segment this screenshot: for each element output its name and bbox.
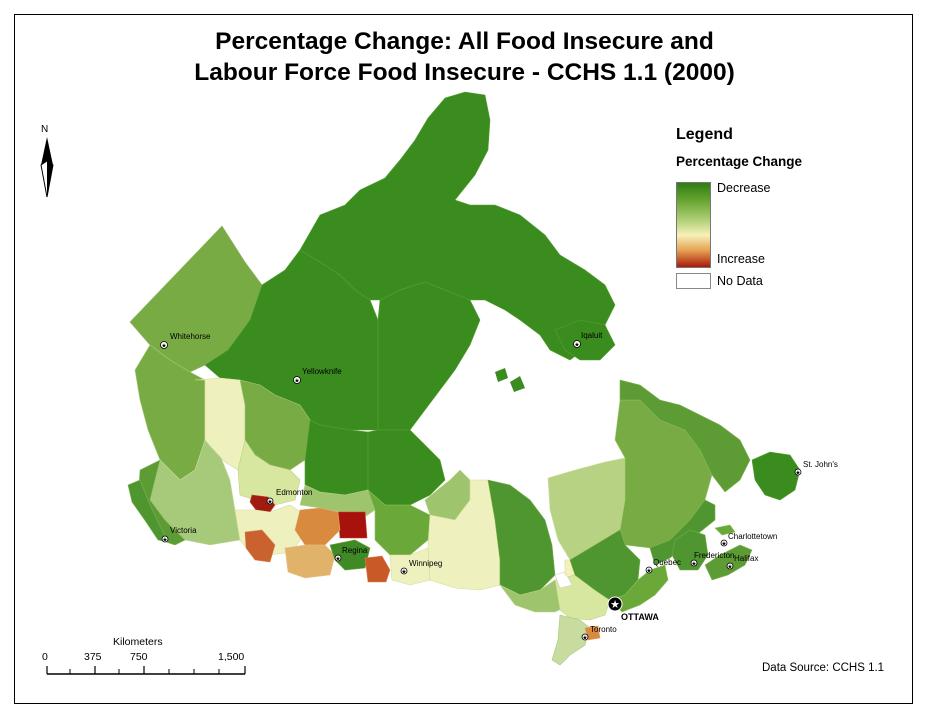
region-labrador <box>619 379 751 493</box>
svg-text:★: ★ <box>335 556 340 563</box>
svg-text:★: ★ <box>691 561 696 568</box>
city-label-yellowknife: Yellowknife <box>302 367 342 376</box>
region-quebec-south <box>609 564 669 613</box>
legend-nodata-swatch <box>676 273 711 289</box>
region-ontario-north <box>487 479 556 596</box>
region-arctic-islands <box>299 91 616 361</box>
region-alberta-central <box>237 439 301 506</box>
svg-text:★: ★ <box>574 342 579 349</box>
scale-tick-label-375: 375 <box>84 651 102 663</box>
svg-text:★: ★ <box>161 343 166 350</box>
city-marker-charlottetown: ★ Charlottetown <box>720 532 777 548</box>
svg-text:★: ★ <box>401 569 406 576</box>
city-marker-iqaluit: ★ Iqaluit <box>573 331 603 349</box>
city-label-ottawa: OTTAWA <box>621 612 659 622</box>
region-hudson-islands <box>510 376 525 392</box>
region-quebec-east <box>649 499 716 566</box>
scale-bar-unit: Kilometers <box>113 636 163 648</box>
city-marker-halifax: ★ Halifax <box>726 554 758 571</box>
region-new-brunswick <box>671 529 709 571</box>
region-newfoundland <box>751 451 801 501</box>
svg-text:★: ★ <box>267 499 272 506</box>
city-label-whitehorse: Whitehorse <box>170 332 211 341</box>
region-regina <box>329 539 371 571</box>
legend-increase-label: Increase <box>717 252 765 266</box>
city-marker-yellowknife: ★ Yellowknife <box>293 367 342 385</box>
city-label-quebec: Quebec <box>653 558 681 567</box>
city-marker-toronto: ★ Toronto <box>581 625 617 642</box>
region-sask-north <box>304 419 369 496</box>
city-label-iqaluit: Iqaluit <box>581 331 603 340</box>
region-saskatoon <box>337 511 368 539</box>
svg-text:★: ★ <box>721 541 726 548</box>
svg-text:★: ★ <box>162 537 167 544</box>
svg-text:★: ★ <box>610 599 620 611</box>
city-marker-victoria: ★ Victoria <box>161 526 197 544</box>
region-sask-se <box>364 555 391 583</box>
city-marker-ottawa: ★ OTTAWA <box>607 596 659 622</box>
region-alberta-ne <box>239 379 311 471</box>
scale-tick-label-1500: 1,500 <box>218 651 244 663</box>
region-manitoba-central <box>367 489 431 556</box>
svg-text:★: ★ <box>646 568 651 575</box>
region-sask-south <box>284 544 336 579</box>
svg-text:★: ★ <box>795 470 800 477</box>
city-label-st-johns: St. John's <box>803 460 838 469</box>
region-pei <box>714 524 736 536</box>
region-baffin-south <box>554 319 616 361</box>
legend-color-ramp <box>676 182 711 268</box>
region-ontario-nw-lake <box>554 571 573 589</box>
north-arrow-label: N <box>41 124 49 135</box>
city-label-fredericton: Fredericton <box>694 551 734 560</box>
city-marker-whitehorse: ★ Whitehorse <box>160 332 211 350</box>
city-label-winnipeg: Winnipeg <box>409 559 442 568</box>
svg-text:★: ★ <box>582 635 587 642</box>
data-source: Data Source: CCHS 1.1 <box>762 662 885 674</box>
scale-bar: Kilometers 0 375 750 1,500 <box>42 636 246 675</box>
scale-tick-label-750: 750 <box>130 651 148 663</box>
svg-text:★: ★ <box>294 378 299 385</box>
region-sask-central <box>299 484 376 521</box>
map-legend: Legend Percentage Change Decrease Increa… <box>676 126 876 289</box>
legend-decrease-label: Decrease <box>717 181 771 195</box>
city-label-victoria: Victoria <box>170 526 197 535</box>
city-label-toronto: Toronto <box>590 625 617 634</box>
city-marker-edmonton: ★ Edmonton <box>266 488 312 506</box>
region-nunavut <box>377 281 481 431</box>
north-arrow-icon <box>40 137 54 198</box>
legend-nodata-label: No Data <box>717 274 763 288</box>
region-ontario-south <box>551 614 591 666</box>
city-label-charlottetown: Charlottetown <box>728 532 777 541</box>
region-sask-west <box>294 507 341 546</box>
legend-subtitle: Percentage Change <box>676 154 803 169</box>
city-marker-winnipeg: ★ Winnipeg <box>400 559 442 576</box>
region-james-bay-islands <box>495 368 508 382</box>
scale-tick-label-0: 0 <box>42 651 48 663</box>
region-calgary <box>244 529 276 563</box>
city-marker-regina: ★ Regina <box>334 546 368 563</box>
city-marker-st-johns: ★ St. John's <box>794 460 838 477</box>
svg-text:★: ★ <box>727 564 732 571</box>
city-marker-fredericton: ★ Fredericton <box>690 551 734 568</box>
region-vancouver-island <box>127 479 169 543</box>
city-label-regina: Regina <box>342 546 368 555</box>
city-label-halifax: Halifax <box>734 554 758 563</box>
legend-title: Legend <box>676 126 733 143</box>
city-label-edmonton: Edmonton <box>276 488 312 497</box>
map-title: Percentage Change: All Food Insecure and… <box>0 26 929 88</box>
city-marker-quebec: ★ Quebec <box>645 558 681 575</box>
region-nova-scotia <box>704 544 753 581</box>
title-line-2: Labour Force Food Insecure - CCHS 1.1 (2… <box>194 59 735 86</box>
title-line-1: Percentage Change: All Food Insecure and <box>215 28 714 55</box>
